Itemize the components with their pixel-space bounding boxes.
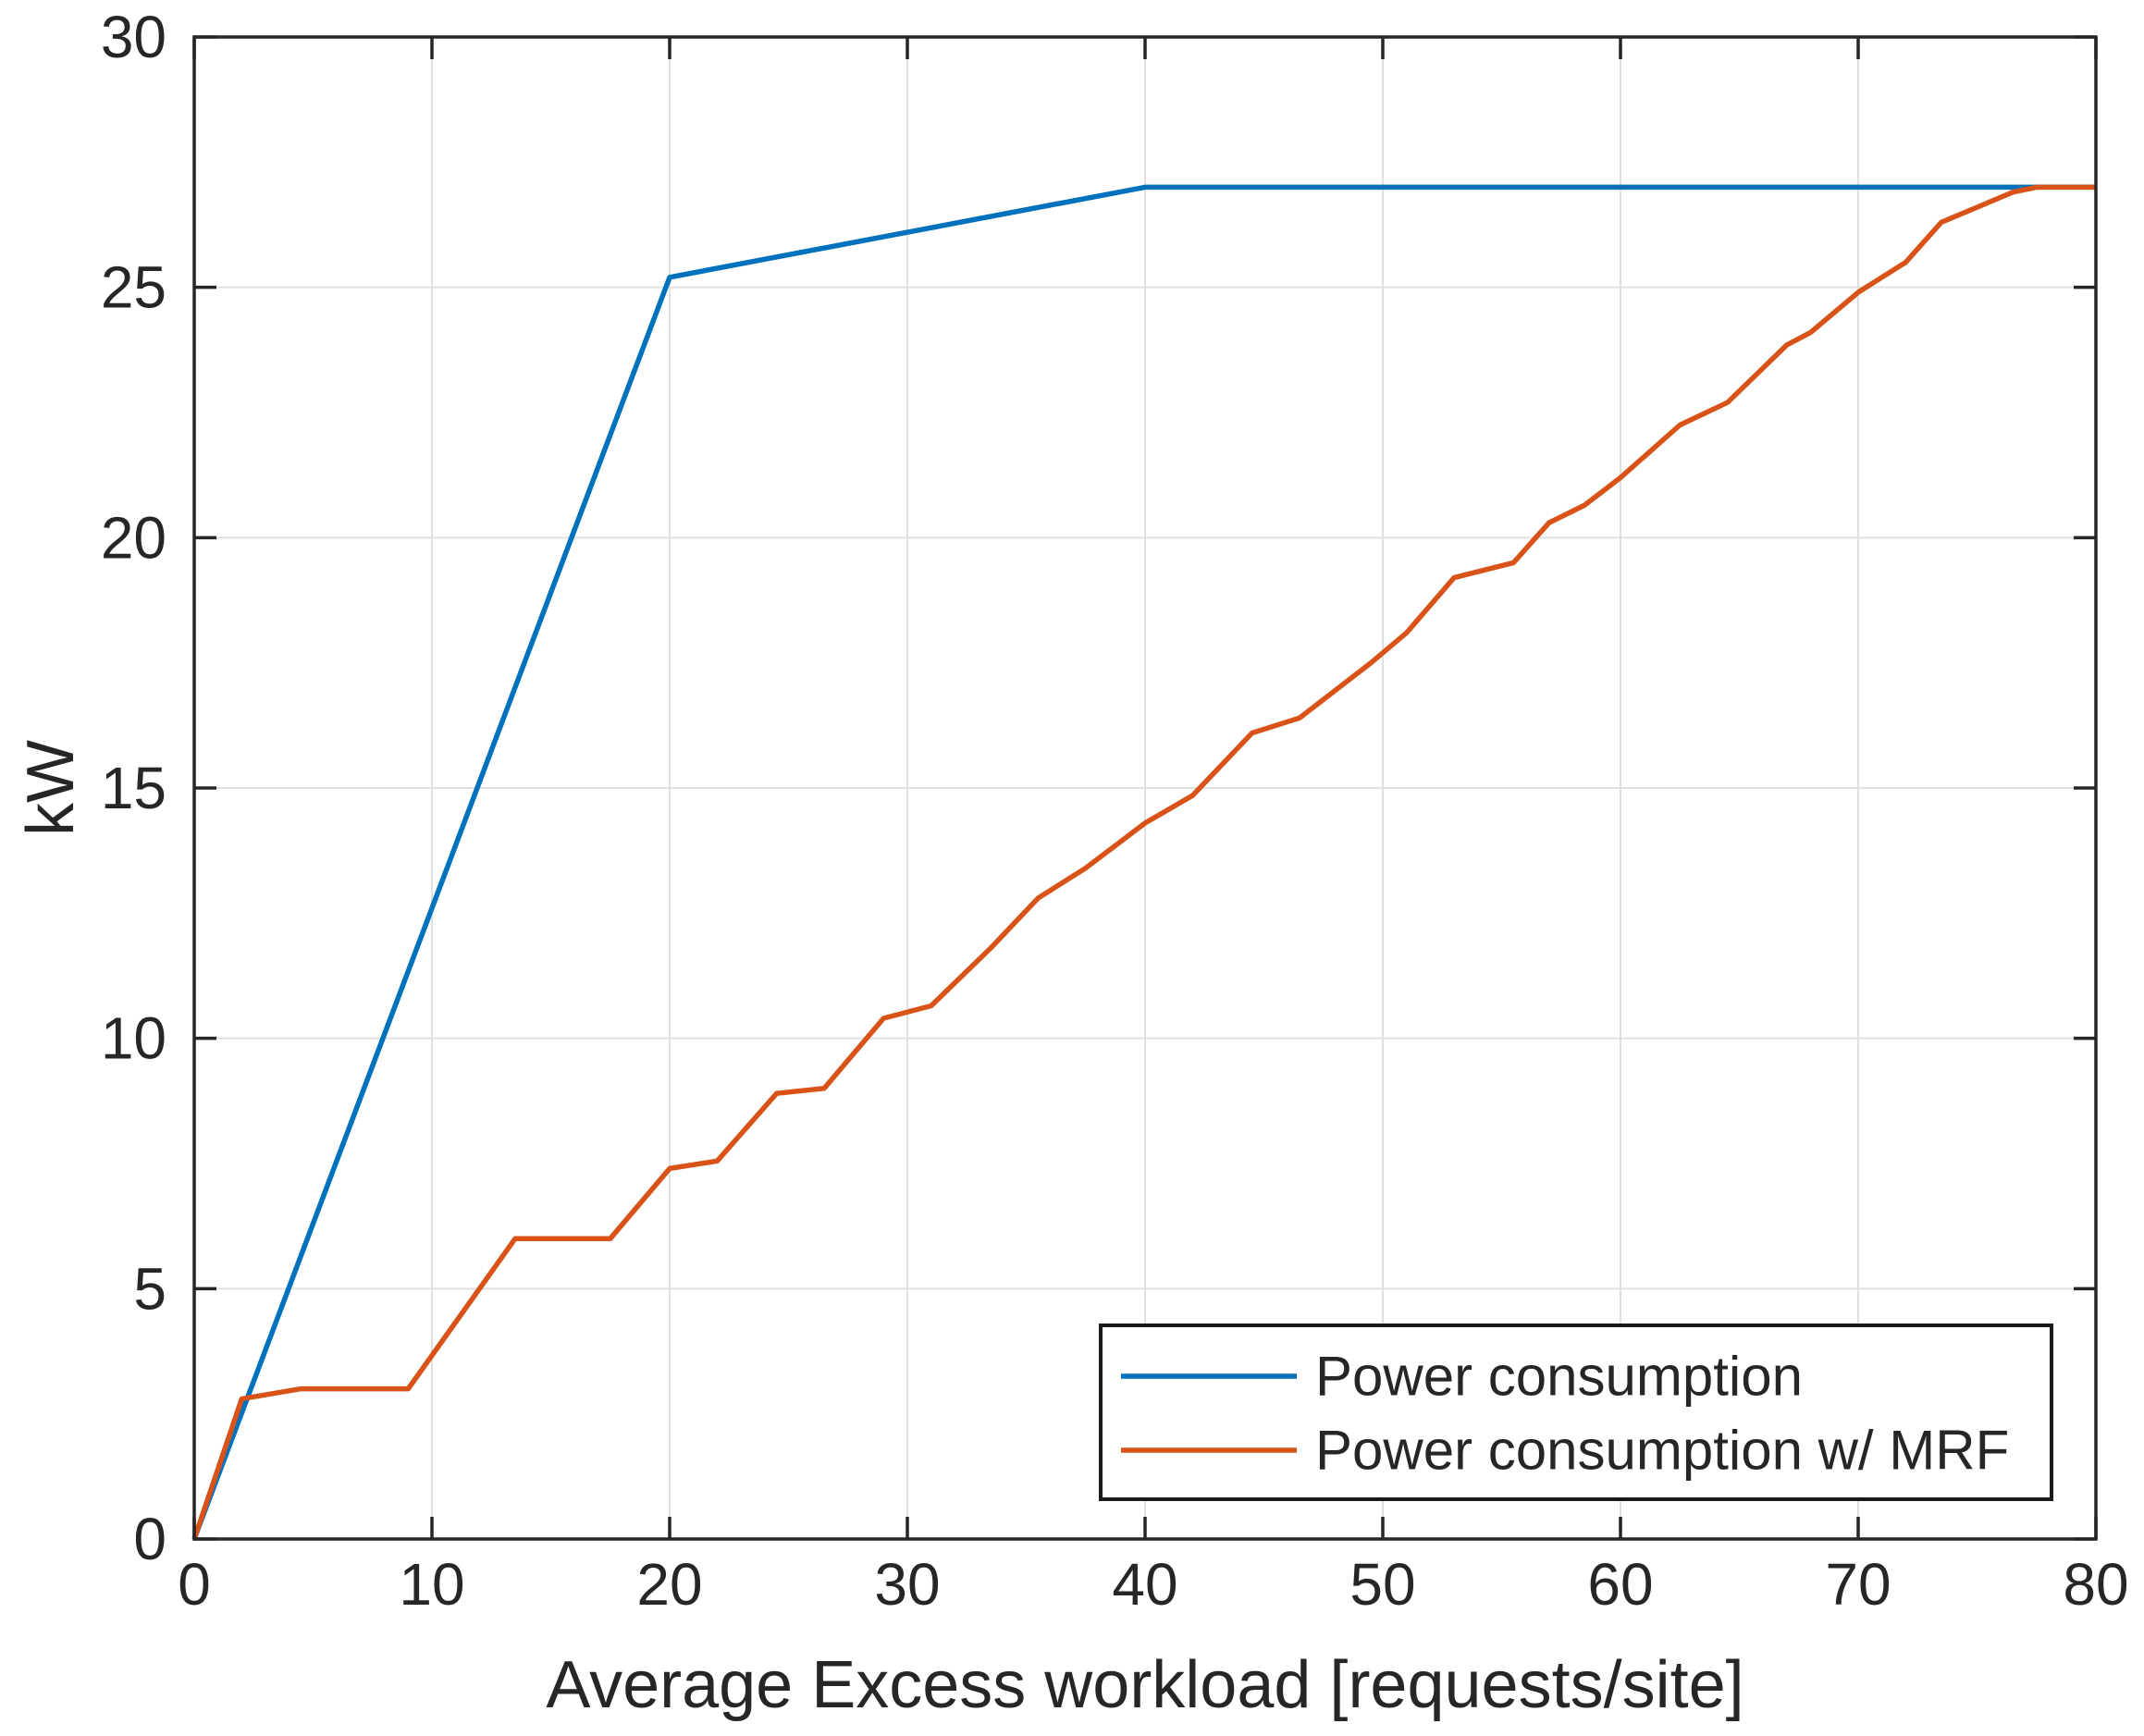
y-axis-tick-label: 15 — [101, 755, 166, 821]
legend-box — [1099, 1324, 2053, 1501]
x-axis-tick-label: 0 — [178, 1551, 211, 1618]
x-axis-tick-label: 30 — [874, 1551, 940, 1618]
y-axis-tick-label: 5 — [133, 1255, 166, 1322]
legend: Power consumption Power consumption w/ MR… — [1099, 1324, 2053, 1501]
y-axis-label: kW — [14, 740, 88, 836]
grid — [194, 37, 2096, 1539]
y-axis-tick-label: 30 — [101, 4, 166, 70]
y-axis-tick-label: 0 — [133, 1506, 166, 1572]
x-axis-tick-label: 20 — [636, 1551, 702, 1618]
x-axis-tick-label: 80 — [2063, 1551, 2128, 1618]
axes — [192, 35, 2098, 1541]
y-axis-tick-label: 25 — [101, 254, 166, 321]
legend-entry-label: Power consumption — [1315, 1346, 1803, 1408]
x-axis-tick-label: 70 — [1825, 1551, 1891, 1618]
x-axis-label: Average Excess workload [requests/site] — [546, 1648, 1744, 1722]
x-axis-tick-label: 60 — [1587, 1551, 1653, 1618]
x-axis-tick-label: 10 — [399, 1551, 464, 1618]
y-axis-tick-label: 20 — [101, 504, 166, 571]
x-axis-tick-label: 50 — [1349, 1551, 1415, 1618]
series-line-power-consumption — [191, 184, 2096, 1540]
y-axis-tick-label: 10 — [101, 1005, 166, 1072]
x-axis-tick-label: 40 — [1112, 1551, 1177, 1618]
legend-entry-label: Power consumption w/ MRF — [1315, 1420, 2009, 1482]
series-line-power-consumption-mrf — [191, 184, 2096, 1540]
